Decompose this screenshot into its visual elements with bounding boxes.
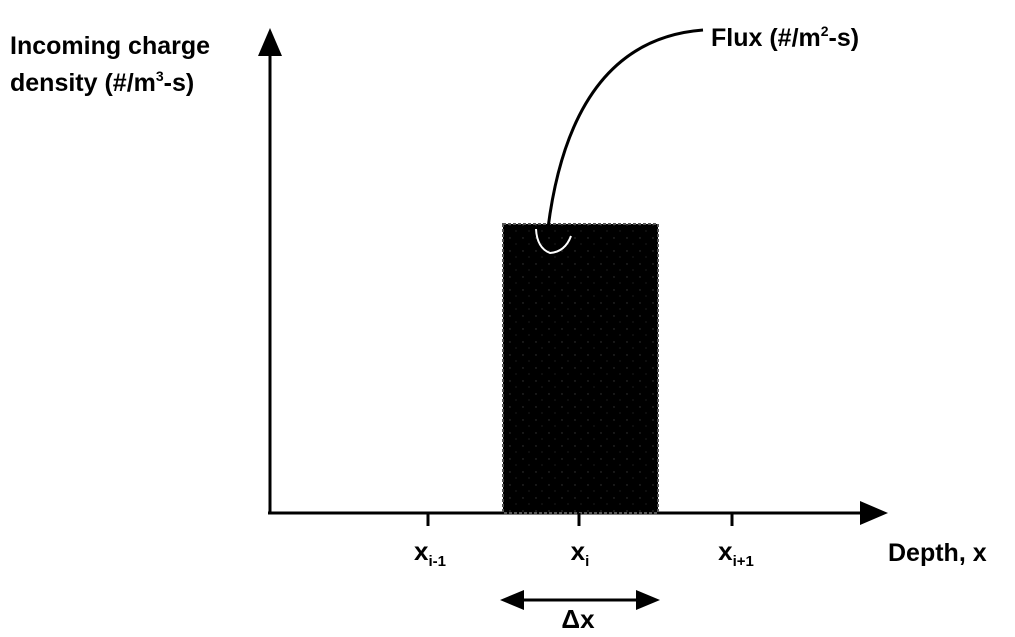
tick-label-base: x (570, 536, 586, 566)
y-axis-label-exponent: 3 (155, 68, 164, 84)
y-axis-label-line2: density (#/m3-s) (10, 61, 210, 98)
delta-x-label: Δx (561, 604, 595, 634)
x-axis-arrowhead (860, 501, 888, 525)
charge-block (502, 223, 659, 514)
x-axis-label: Depth, x (888, 539, 987, 567)
y-axis-label-units: density (#/m (10, 69, 156, 97)
delta-x-arrowhead-right (636, 590, 660, 610)
tick-label-base: x (414, 536, 429, 566)
tick-label-subscript: i (585, 553, 590, 570)
y-axis-arrowhead (258, 28, 282, 56)
tick-label-x-i: xi (571, 536, 590, 570)
flux-label-units-suffix: -s) (828, 24, 860, 52)
flux-leader-line (546, 28, 704, 229)
tick-label-subscript: i-1 (428, 553, 446, 570)
tick-label-x-i-plus-1: xi+1 (718, 536, 754, 570)
y-axis-label: Incoming charge density (#/m3-s) (10, 31, 210, 98)
flux-label: Flux (#/m2-s) (711, 16, 859, 53)
flux-label-exponent: 2 (820, 23, 829, 39)
tick-label-x-i-minus-1: xi-1 (414, 536, 446, 570)
flux-label-units: Flux (#/m (711, 24, 821, 52)
delta-x-arrowhead-left (500, 590, 524, 610)
y-axis-label-line1: Incoming charge (10, 32, 211, 60)
flux-entry-mark (535, 228, 572, 255)
tick-label-subscript: i+1 (732, 553, 754, 570)
tick-label-base: x (718, 536, 733, 566)
y-axis-label-units-suffix: -s) (163, 69, 195, 97)
